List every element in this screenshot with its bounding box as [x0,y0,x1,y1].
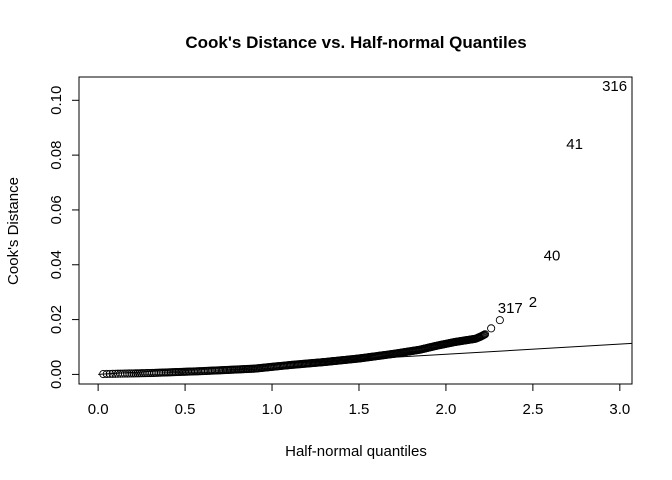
data-point [102,369,111,378]
x-tick-label: 2.0 [435,401,456,418]
data-point [120,369,130,378]
x-axis-label: Half-normal quantiles [285,443,427,460]
data-point [127,369,136,378]
data-point [487,324,496,333]
data-point [123,369,132,378]
point-label: 41 [566,136,583,153]
y-tick-label: 0.06 [48,195,65,224]
plot-frame [78,76,633,385]
x-tick-label: 2.5 [522,401,543,418]
x-tick-label: 1.0 [262,401,283,418]
y-tick-label: 0.00 [48,360,65,389]
y-tick-label: 0.04 [48,250,65,279]
data-point [131,369,140,378]
x-tick-label: 0.0 [88,401,109,418]
y-tick-label: 0.02 [48,305,65,334]
data-point [118,369,127,378]
point-label: 40 [544,248,561,265]
y-tick-label: 0.10 [48,86,65,115]
point-label: 2 [529,294,537,311]
x-tick-label: 1.5 [349,401,370,418]
data-point [495,316,504,325]
plot-area: 0.0 0.5 1.0 1.5 2.0 2.5 3.0 0.00 0.02 0.04 0.06 0.0… [48,76,633,418]
data-point [129,369,138,378]
point-label: 316 [602,78,627,95]
data-point [105,369,114,378]
data-point [125,369,134,378]
x-tick-label: 3.0 [609,401,630,418]
data-point [480,330,490,339]
y-axis-label: Cook's Distance [5,177,22,285]
x-tick-label: 0.5 [175,401,196,418]
y-tick-label: 0.08 [48,141,65,170]
data-point [99,369,108,379]
point-label: 317 [498,300,523,317]
chart-title: Cook's Distance vs. Half-normal Quantile… [185,33,526,52]
